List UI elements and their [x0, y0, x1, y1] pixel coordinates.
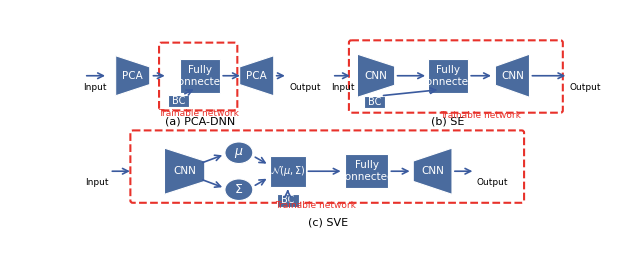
Text: $\mathcal{N}(\mu,\Sigma)$: $\mathcal{N}(\mu,\Sigma)$ — [270, 164, 305, 178]
Polygon shape — [164, 148, 205, 194]
Text: Trainable network: Trainable network — [275, 201, 356, 210]
Text: Fully
connected: Fully connected — [173, 65, 227, 87]
FancyBboxPatch shape — [428, 59, 468, 93]
Text: CNN: CNN — [421, 166, 444, 176]
FancyBboxPatch shape — [180, 59, 220, 93]
Text: $\mu$: $\mu$ — [234, 146, 244, 160]
Text: Input: Input — [331, 83, 355, 92]
Text: Fully
connected: Fully connected — [339, 160, 394, 182]
Text: $\Sigma$: $\Sigma$ — [234, 183, 243, 196]
Text: Input: Input — [83, 83, 107, 92]
Text: BC: BC — [281, 196, 294, 205]
Text: PCA: PCA — [246, 71, 267, 81]
Text: Output: Output — [289, 83, 321, 92]
Text: (b) SE: (b) SE — [431, 116, 465, 126]
Text: Trainable network: Trainable network — [157, 109, 239, 118]
Polygon shape — [495, 54, 529, 97]
Text: Output: Output — [569, 83, 600, 92]
FancyBboxPatch shape — [270, 156, 305, 187]
Text: Output: Output — [477, 178, 508, 187]
Polygon shape — [116, 56, 150, 96]
Polygon shape — [239, 56, 274, 96]
FancyBboxPatch shape — [345, 154, 388, 188]
Ellipse shape — [225, 142, 253, 163]
Text: (a) PCA-DNN: (a) PCA-DNN — [165, 116, 236, 126]
Text: CNN: CNN — [365, 71, 387, 81]
FancyBboxPatch shape — [277, 194, 298, 207]
Polygon shape — [413, 148, 452, 194]
Text: Fully
connected: Fully connected — [421, 65, 476, 87]
Text: BC: BC — [172, 96, 185, 106]
Ellipse shape — [225, 179, 253, 200]
Text: CNN: CNN — [501, 71, 524, 81]
Text: (c) SVE: (c) SVE — [308, 217, 348, 227]
Text: Trainable network: Trainable network — [440, 111, 522, 120]
FancyBboxPatch shape — [168, 95, 189, 107]
FancyBboxPatch shape — [364, 96, 385, 108]
Text: Input: Input — [85, 178, 109, 187]
Text: PCA: PCA — [122, 71, 143, 81]
Text: BC: BC — [368, 97, 381, 107]
Text: CNN: CNN — [173, 166, 196, 176]
Polygon shape — [358, 54, 395, 97]
